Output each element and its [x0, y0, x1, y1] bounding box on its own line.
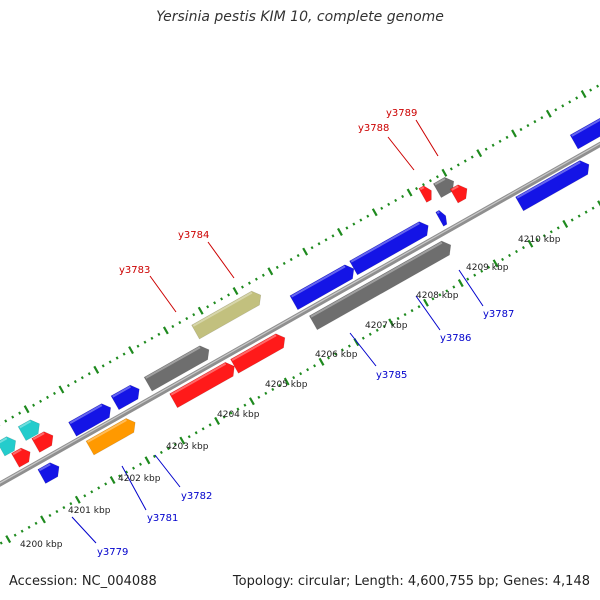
genome-backbone — [0, 141, 600, 487]
gene-blue-y3785[interactable] — [289, 264, 355, 311]
tick-marks — [0, 84, 600, 545]
gene-red-y3784b[interactable] — [230, 333, 286, 374]
gene-cyan-b[interactable] — [17, 419, 40, 442]
gene-label-y3783[interactable]: y3783 — [119, 265, 150, 276]
gene-label-y3787[interactable]: y3787 — [483, 309, 514, 320]
label-leader-lines — [71, 119, 484, 544]
leader-line-y3783 — [149, 275, 177, 313]
gene-orange-y3781-highlight — [87, 419, 127, 443]
gene-label-y3788[interactable]: y3788 — [358, 123, 389, 134]
leader-line-y3782 — [154, 454, 181, 488]
gene-red-d[interactable] — [449, 184, 468, 204]
gene-blue-d[interactable] — [569, 93, 600, 150]
gene-cyan-a-highlight — [0, 437, 8, 444]
kbp-label-9: 4209 kbp — [466, 263, 509, 273]
kbp-label-2: 4202 kbp — [118, 474, 161, 484]
gene-blue-y3787-highlight — [436, 211, 440, 214]
leader-line-y3788 — [387, 136, 415, 171]
gene-red-c[interactable] — [31, 431, 54, 453]
leader-line-y3787 — [458, 269, 484, 307]
map-title: Yersinia pestis KIM 10, complete genome — [156, 9, 444, 25]
gene-blue-a-highlight — [38, 463, 51, 472]
kbp-label-8: 4208 kbp — [416, 291, 459, 301]
gene-label-y3779[interactable]: y3779 — [97, 547, 128, 558]
gene-red-y3783b[interactable] — [169, 361, 235, 409]
gene-features — [0, 93, 600, 484]
gene-blue-c-highlight — [516, 161, 581, 199]
gene-blue-a[interactable] — [37, 462, 60, 484]
kbp-label-1: 4201 kbp — [68, 506, 111, 516]
gene-blue-y3786[interactable] — [349, 221, 429, 276]
gene-label-y3781[interactable]: y3781 — [147, 513, 178, 524]
kbp-label-0: 4200 kbp — [20, 540, 63, 550]
gene-gray-y3789[interactable] — [432, 176, 455, 199]
gene-blue-y3785-highlight — [291, 265, 346, 298]
leader-line-y3781 — [121, 465, 147, 511]
gene-red-d-highlight — [451, 185, 459, 191]
gene-khaki-y3784[interactable] — [191, 290, 262, 340]
gene-blue-y3786-highlight — [350, 222, 420, 263]
gene-red-b-highlight — [12, 448, 22, 456]
gene-blue-y3779-highlight — [69, 404, 103, 424]
gene-blue-b-highlight — [112, 385, 131, 398]
gene-red-y3788-highlight — [419, 186, 425, 191]
gene-label-y3786[interactable]: y3786 — [440, 333, 471, 344]
gene-blue-c[interactable] — [515, 160, 590, 212]
gene-gray-y3785[interactable] — [308, 240, 452, 331]
gene-red-y3783b-highlight — [170, 362, 227, 396]
gene-red-b[interactable] — [10, 447, 31, 468]
kbp-label-5: 4205 kbp — [265, 380, 308, 390]
leader-line-y3786 — [415, 295, 441, 331]
leader-line-y3785 — [349, 332, 377, 367]
gene-red-y3784b-highlight — [231, 334, 277, 361]
gene-red-c-highlight — [32, 432, 45, 441]
gene-orange-y3781[interactable] — [85, 418, 136, 456]
gene-blue-y3787[interactable] — [435, 209, 448, 227]
leader-line-y3779 — [71, 516, 97, 544]
kbp-label-10: 4210 kbp — [518, 235, 561, 245]
kbp-label-3: 4203 kbp — [166, 442, 209, 452]
gene-blue-b[interactable] — [110, 384, 140, 411]
gene-label-y3784[interactable]: y3784 — [178, 230, 209, 241]
genome-summary: Topology: circular; Length: 4,600,755 bp… — [232, 574, 590, 589]
kbp-labels: 4200 kbp 4201 kbp 4202 kbp 4203 kbp 4204 kbp… — [20, 235, 561, 550]
gene-blue-d-highlight — [571, 118, 600, 137]
gene-blue-y3779[interactable] — [68, 403, 112, 437]
gene-gray-y3789-highlight — [434, 178, 446, 186]
gene-label-y3789[interactable]: y3789 — [386, 108, 417, 119]
gene-cyan-a[interactable] — [0, 436, 17, 457]
gene-khaki-y3784-highlight — [192, 291, 253, 327]
gene-label-y3785[interactable]: y3785 — [376, 370, 407, 381]
gene-gray-y3783-highlight — [145, 346, 201, 379]
kbp-label-6: 4206 kbp — [315, 350, 358, 360]
leader-line-y3784 — [207, 241, 235, 279]
gene-gray-y3785-highlight — [310, 241, 443, 318]
kbp-label-4: 4204 kbp — [217, 410, 260, 420]
accession-label: Accession: NC_004088 — [9, 574, 157, 589]
gene-gray-y3783[interactable] — [143, 345, 210, 392]
leader-line-y3789 — [415, 119, 439, 157]
gene-label-y3782[interactable]: y3782 — [181, 491, 212, 502]
gene-cyan-b-highlight — [19, 420, 32, 429]
gene-red-y3788[interactable] — [418, 185, 432, 203]
kbp-label-7: 4207 kbp — [365, 321, 408, 331]
